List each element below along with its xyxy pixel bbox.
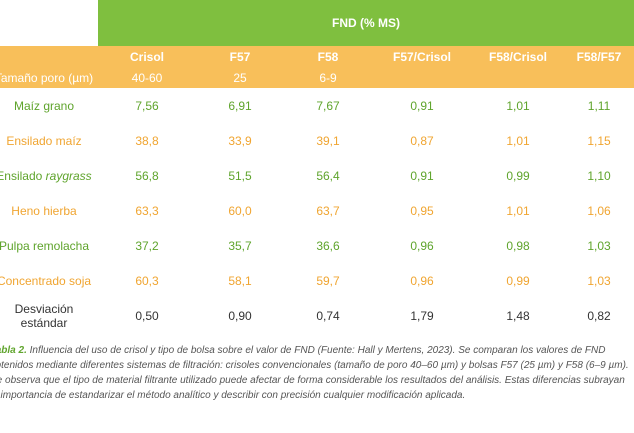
table-cell: 6,91 — [228, 98, 252, 113]
table-cell: 0,91 — [410, 98, 434, 113]
table-cell: 1,06 — [587, 203, 611, 218]
table-cell: 0,99 — [506, 273, 530, 288]
row-label: Pulpa remolacha — [0, 228, 98, 263]
col-header: Crisol — [98, 46, 196, 68]
table-cell: 37,2 — [135, 238, 159, 253]
row-label: Ensilado raygrass — [0, 158, 98, 193]
row-label-text: Concentrado soja — [0, 273, 92, 288]
table-body: Maíz grano 7,56 6,91 7,67 0,91 1,01 1,11 Ensila… — [0, 88, 634, 333]
table-cell: 1,11 — [587, 98, 611, 113]
group-header-row: FND (% MS) — [0, 0, 634, 46]
row-label: Ensilado maíz — [0, 123, 98, 158]
row-label-text: Maíz grano — [13, 98, 75, 113]
table-row: Ensilado maíz 38,8 33,9 39,1 0,87 1,01 1,15 — [0, 123, 634, 158]
col-header: F57 — [196, 46, 284, 68]
table-cell: 1,03 — [587, 238, 611, 253]
col-header: F58 — [284, 46, 372, 68]
row-label-text: Ensilado — [0, 168, 46, 183]
table-cell: 63,7 — [316, 203, 340, 218]
table-row: Heno hierba 63,3 60,0 63,7 0,95 1,01 1,06 — [0, 193, 634, 228]
pore-size-row: Tamaño poro (µm) 40-60 25 6-9 — [0, 68, 634, 88]
table-cell: 0,74 — [316, 308, 340, 323]
table-cell: 1,10 — [587, 168, 611, 183]
table-cell: 7,56 — [135, 98, 159, 113]
table-cell: 0,91 — [410, 168, 434, 183]
pore-size-empty — [564, 68, 634, 88]
table-cell: 0,96 — [410, 273, 434, 288]
corner-cell — [0, 0, 98, 46]
table-cell: 0,82 — [587, 308, 611, 323]
table-cell: 56,4 — [316, 168, 340, 183]
pore-size-value: 40-60 — [98, 68, 196, 88]
table-cell: 58,1 — [228, 273, 252, 288]
table-row: Concentrado soja 60,3 58,1 59,7 0,96 0,99 1,03 — [0, 263, 634, 298]
table-caption: Tabla 2. Influencia del uso de crisol y … — [0, 343, 630, 403]
caption-text: Influencia del uso de crisol y tipo de b… — [0, 345, 629, 401]
row-label-text: Heno hierba — [11, 203, 77, 218]
table-cell: 51,5 — [228, 168, 252, 183]
col-header: F58/F57 — [564, 46, 634, 68]
table-container: FND (% MS) Crisol F57 F58 F57/Crisol F58… — [0, 0, 634, 333]
row-label-text: Ensilado maíz — [6, 133, 82, 148]
table-cell: 0,87 — [410, 133, 434, 148]
table-cell: 0,98 — [506, 238, 530, 253]
table-cell: 36,6 — [316, 238, 340, 253]
table-cell: 1,03 — [587, 273, 611, 288]
row-label-text: Desviación estándar — [14, 301, 74, 330]
table-row: Maíz grano 7,56 6,91 7,67 0,91 1,01 1,11 — [0, 88, 634, 123]
table-cell: 0,99 — [506, 168, 530, 183]
row-label: Concentrado soja — [0, 263, 98, 298]
table-cell: 1,15 — [587, 133, 611, 148]
row-label: Heno hierba — [0, 193, 98, 228]
table-cell: 1,01 — [506, 133, 530, 148]
caption-label: Tabla 2. — [0, 345, 27, 356]
pore-size-label: Tamaño poro (µm) — [0, 68, 98, 88]
table-cell: 35,7 — [228, 238, 252, 253]
table-cell: 59,7 — [316, 273, 340, 288]
table-cell: 60,3 — [135, 273, 159, 288]
table-cell: 33,9 — [228, 133, 252, 148]
pore-size-empty — [372, 68, 472, 88]
table-cell: 7,67 — [316, 98, 340, 113]
row-label: Desviación estándar — [0, 298, 98, 333]
table-cell: 38,8 — [135, 133, 159, 148]
table-cell: 0,90 — [228, 308, 252, 323]
table-cell: 63,3 — [135, 203, 159, 218]
table-cell: 1,01 — [506, 203, 530, 218]
header-blank — [0, 46, 98, 68]
table-cell: 1,79 — [410, 308, 434, 323]
table-cell: 0,96 — [410, 238, 434, 253]
row-label: Maíz grano — [0, 88, 98, 123]
table-cell: 0,50 — [135, 308, 159, 323]
table-row: Desviación estándar 0,50 0,90 0,74 1,79 1,48 0… — [0, 298, 634, 333]
column-header-row: Crisol F57 F58 F57/Crisol F58/Crisol F58… — [0, 46, 634, 68]
fnd-table: FND (% MS) Crisol F57 F58 F57/Crisol F58… — [0, 0, 634, 333]
table-row: Pulpa remolacha 37,2 35,7 36,6 0,96 0,98 1,03 — [0, 228, 634, 263]
table-row: Ensilado raygrass 56,8 51,5 56,4 0,91 0,99 1,1… — [0, 158, 634, 193]
pore-size-empty — [472, 68, 564, 88]
col-header: F57/Crisol — [372, 46, 472, 68]
pore-size-value: 25 — [196, 68, 284, 88]
table-cell: 60,0 — [228, 203, 252, 218]
table-cell: 39,1 — [316, 133, 340, 148]
table-cell: 1,48 — [506, 308, 530, 323]
row-label-italic: raygrass — [45, 168, 92, 183]
pore-size-value: 6-9 — [284, 68, 372, 88]
table-cell: 1,01 — [506, 98, 530, 113]
col-header: F58/Crisol — [472, 46, 564, 68]
fnd-group-header: FND (% MS) — [98, 0, 634, 46]
row-label-text: Pulpa remolacha — [0, 238, 90, 253]
table-cell: 56,8 — [135, 168, 159, 183]
table-cell: 0,95 — [410, 203, 434, 218]
